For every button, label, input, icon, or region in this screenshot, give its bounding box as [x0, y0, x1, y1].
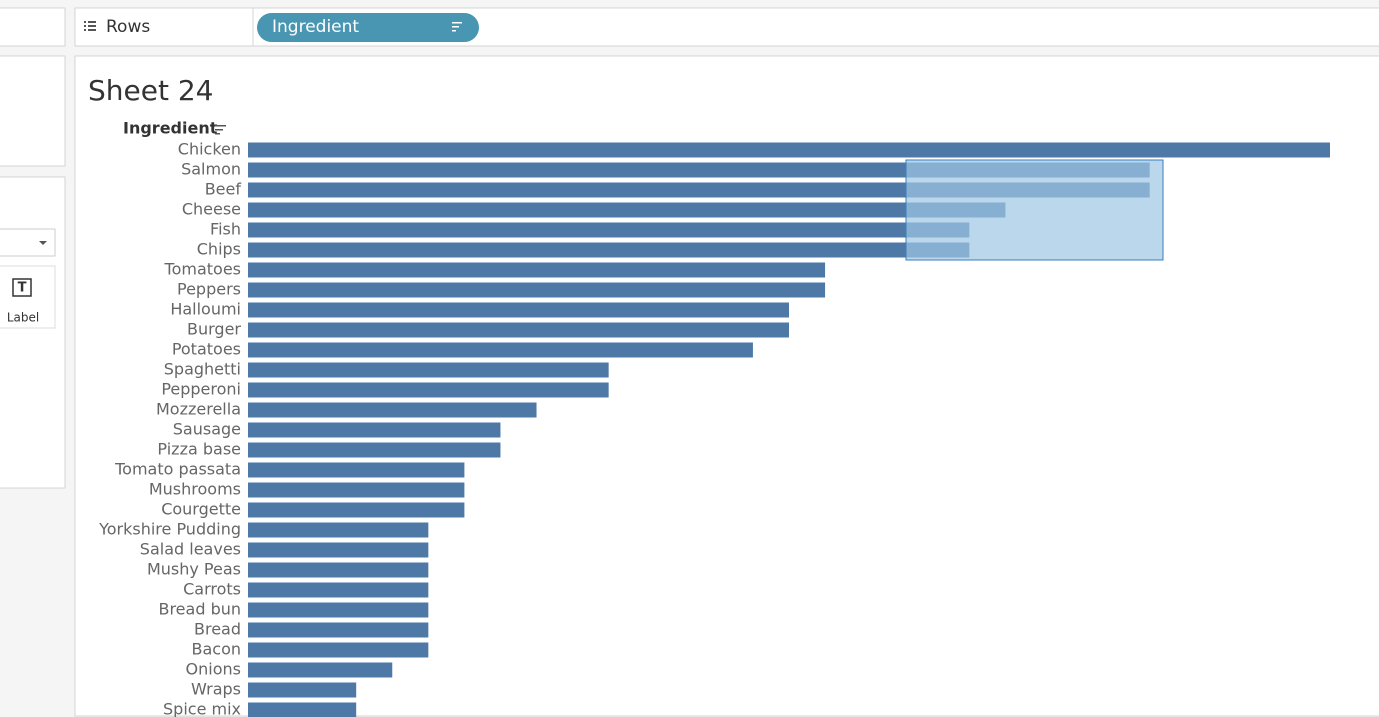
panel	[0, 55, 66, 167]
category-label: Mushrooms	[149, 480, 241, 499]
bar	[248, 262, 826, 278]
bar	[248, 662, 393, 678]
category-label: Pepperoni	[161, 380, 241, 399]
category-label: Potatoes	[172, 340, 241, 359]
mark-type-dropdown[interactable]	[0, 228, 56, 257]
category-label: Sausage	[173, 420, 241, 439]
bar	[248, 342, 753, 358]
bar	[248, 322, 789, 338]
category-label: Bacon	[191, 640, 241, 659]
sort-icon	[452, 22, 462, 32]
label-button[interactable]	[0, 265, 56, 329]
category-label: Salad leaves	[140, 540, 241, 559]
category-label: Burger	[187, 320, 241, 339]
category-label: Courgette	[161, 500, 241, 519]
category-label: Chicken	[178, 140, 241, 159]
sheet-title: Sheet 24	[88, 74, 213, 107]
category-label: Mushy Peas	[147, 560, 241, 579]
bar	[248, 242, 970, 258]
bar	[248, 142, 1330, 158]
bar	[248, 482, 465, 498]
category-label: Cheese	[182, 200, 241, 219]
dropdown-arrow	[39, 241, 47, 245]
category-label: Salmon	[181, 160, 241, 179]
bar	[248, 382, 609, 398]
category-label: Mozzerella	[156, 400, 241, 419]
category-label: Spaghetti	[164, 360, 241, 379]
bar	[248, 362, 609, 378]
category-label: Bread bun	[158, 600, 241, 619]
bar	[248, 642, 429, 658]
category-label: Tomatoes	[164, 260, 241, 279]
category-label: Tomato passata	[114, 460, 241, 479]
category-label: Onions	[186, 660, 241, 679]
selection-rectangle	[905, 159, 1164, 261]
ingredient-pill[interactable]	[257, 13, 479, 42]
bar	[248, 622, 429, 638]
category-label: Halloumi	[170, 300, 241, 319]
bar	[248, 422, 501, 438]
bar	[248, 462, 465, 478]
bar	[248, 562, 429, 578]
category-label: Pizza base	[157, 440, 241, 459]
marks-card	[0, 176, 66, 489]
bar	[248, 302, 789, 318]
category-label: Spice mix	[163, 700, 241, 717]
bar	[248, 442, 501, 458]
category-label: Bread	[194, 620, 241, 639]
bar	[248, 222, 970, 238]
row-header: Ingredient	[123, 119, 218, 138]
rows-shelf-label: Rows	[106, 17, 150, 37]
bar	[248, 602, 429, 618]
panel	[0, 7, 66, 47]
rows-icon	[84, 21, 96, 31]
label-icon-glyph: T	[18, 281, 27, 296]
bar	[248, 702, 357, 717]
label-button-text: Label	[7, 311, 39, 325]
bar	[248, 402, 537, 418]
category-label: Carrots	[183, 580, 241, 599]
bar	[248, 542, 429, 558]
category-label: Yorkshire Pudding	[98, 520, 241, 539]
category-label: Beef	[205, 180, 242, 199]
category-label: Peppers	[177, 280, 241, 299]
category-label: Chips	[197, 240, 241, 259]
bar	[248, 582, 429, 598]
label-icon	[12, 278, 32, 297]
bar	[248, 282, 826, 298]
bar	[248, 522, 429, 538]
pill-text: Ingredient	[272, 17, 359, 37]
bar	[248, 502, 465, 518]
bar	[248, 202, 1006, 218]
bar	[248, 682, 357, 698]
category-label: Fish	[210, 220, 241, 239]
category-label: Wraps	[191, 680, 241, 699]
header-sort-icon	[215, 125, 226, 135]
